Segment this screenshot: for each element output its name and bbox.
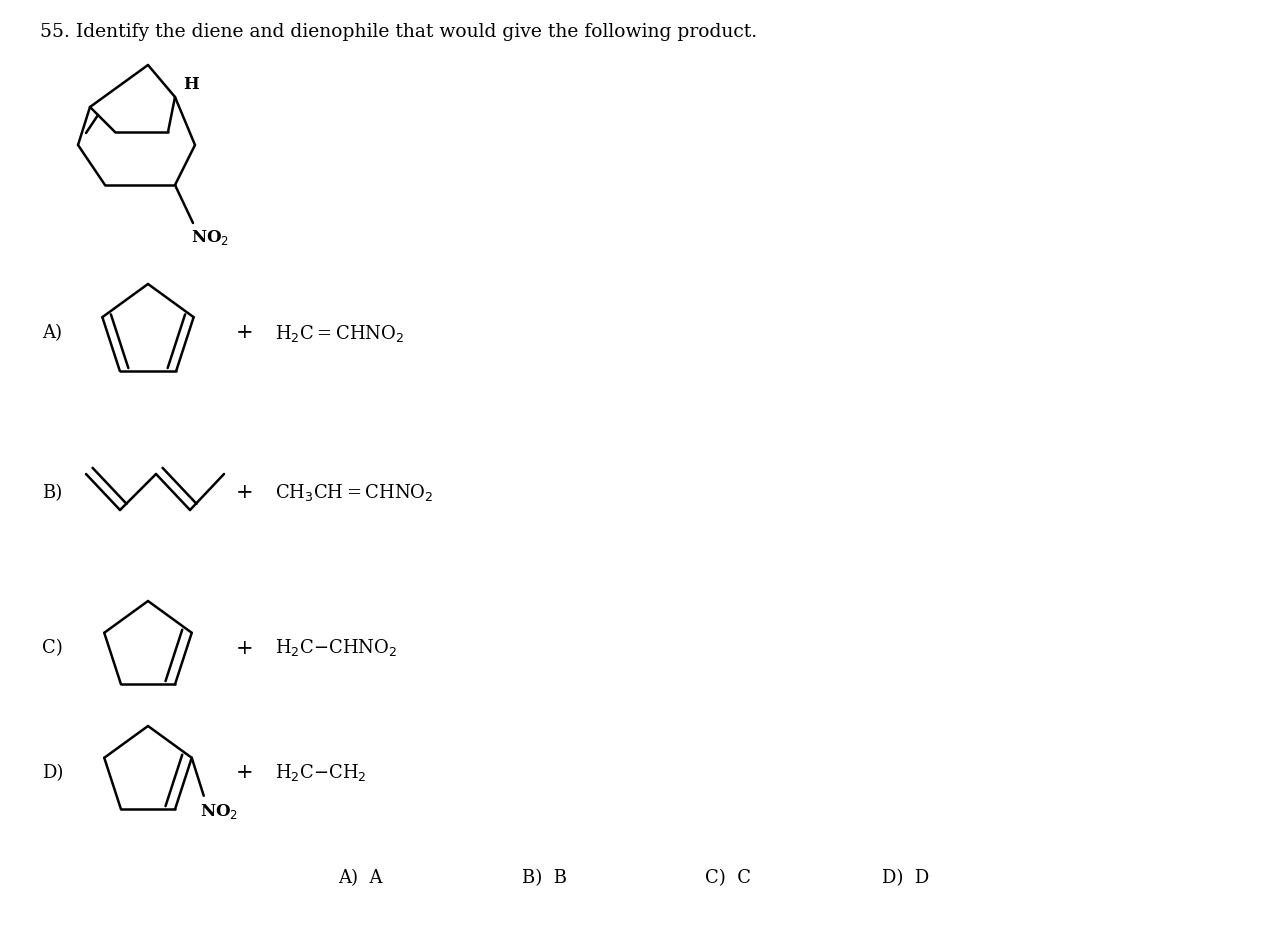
Text: +: + [237, 763, 253, 781]
Text: B)  B: B) B [522, 868, 567, 886]
Text: +: + [237, 483, 253, 502]
Text: +: + [237, 324, 253, 342]
Text: D): D) [42, 763, 63, 781]
Text: H$_2$C$-$CH$_2$: H$_2$C$-$CH$_2$ [275, 762, 367, 782]
Text: CH$_3$CH$\mathregular{=}$CHNO$_2$: CH$_3$CH$\mathregular{=}$CHNO$_2$ [275, 482, 434, 503]
Text: B): B) [42, 484, 62, 502]
Text: C)  C: C) C [705, 868, 751, 886]
Text: H$_2$C$-$CHNO$_2$: H$_2$C$-$CHNO$_2$ [275, 637, 398, 658]
Text: 55. Identify the diene and dienophile that would give the following product.: 55. Identify the diene and dienophile th… [41, 23, 757, 41]
Text: A)  A: A) A [338, 868, 384, 886]
Text: D)  D: D) D [881, 868, 929, 886]
Text: A): A) [42, 324, 62, 342]
Text: C): C) [42, 639, 63, 656]
Text: NO$_2$: NO$_2$ [200, 801, 238, 819]
Text: H$_2$C$\mathregular{=}$CHNO$_2$: H$_2$C$\mathregular{=}$CHNO$_2$ [275, 323, 404, 343]
Text: +: + [237, 638, 253, 657]
Text: H: H [184, 76, 199, 93]
Text: NO$_2$: NO$_2$ [191, 228, 229, 247]
